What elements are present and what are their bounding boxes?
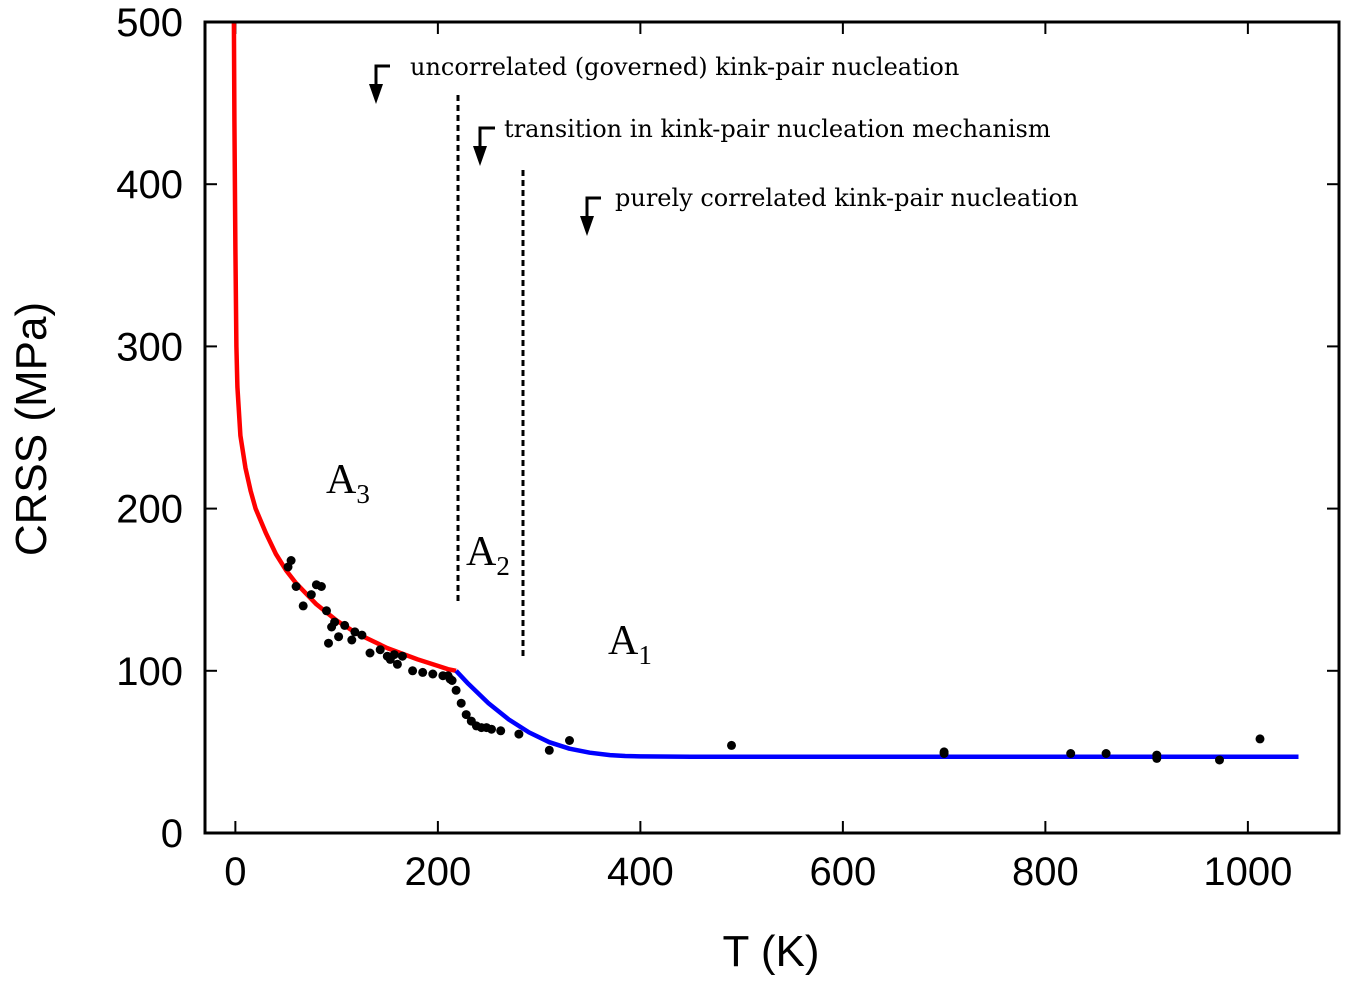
- series-line-0: [231, 21, 457, 674]
- data-point: [365, 648, 375, 658]
- x-tick-label: 0: [224, 850, 246, 894]
- region-label-a3: A3: [326, 457, 370, 509]
- data-point: [456, 698, 466, 708]
- data-point: [375, 645, 385, 655]
- annotation-correlated: purely correlated kink-pair nucleation: [580, 184, 1078, 236]
- data-point: [334, 632, 344, 642]
- data-point: [447, 676, 457, 685]
- data-point: [392, 659, 402, 669]
- data-point: [408, 666, 418, 676]
- data-point: [544, 745, 554, 755]
- data-point: [487, 724, 496, 734]
- data-point: [322, 606, 331, 616]
- data-point: [298, 601, 308, 611]
- data-points: [283, 556, 1265, 765]
- data-point: [565, 736, 574, 745]
- data-point: [389, 650, 399, 660]
- data-point: [347, 635, 357, 645]
- annotation-text-uncorrelated: uncorrelated (governed) kink-pair nuclea…: [410, 53, 959, 81]
- data-point: [496, 726, 506, 736]
- y-tick-label: 300: [116, 325, 183, 369]
- data-point: [1215, 755, 1224, 765]
- arrowhead-icon: [473, 146, 487, 166]
- data-point: [1066, 749, 1076, 758]
- y-tick-label: 400: [116, 163, 183, 207]
- arrowhead-icon: [580, 216, 594, 236]
- data-point: [316, 582, 326, 591]
- x-tick-label: 800: [1012, 850, 1079, 894]
- data-point: [514, 729, 524, 739]
- data-point: [330, 617, 340, 627]
- region-boundaries: [456, 95, 525, 657]
- data-point: [306, 590, 316, 600]
- data-point: [461, 710, 471, 720]
- data-point: [939, 747, 949, 757]
- data-point: [357, 630, 367, 640]
- data-point: [418, 667, 428, 677]
- data-point: [397, 651, 407, 661]
- y-axis-label: CRSS (MPa): [7, 302, 56, 556]
- annotation-text-transition: transition in kink-pair nucleation mecha…: [504, 115, 1051, 143]
- data-point: [286, 556, 296, 565]
- data-point: [1152, 750, 1162, 760]
- x-tick-label: 1000: [1203, 850, 1292, 894]
- data-point: [1101, 749, 1111, 758]
- x-tick-label: 400: [607, 850, 674, 894]
- data-point: [324, 638, 333, 648]
- data-point: [451, 685, 461, 695]
- annotation-transition: transition in kink-pair nucleation mecha…: [473, 115, 1051, 166]
- series-line-1: [454, 669, 1299, 760]
- arrow-icon: [585, 196, 601, 218]
- annotation-uncorrelated: uncorrelated (governed) kink-pair nuclea…: [369, 53, 959, 104]
- arrow-icon: [374, 64, 390, 86]
- x-tick-label: 200: [405, 850, 472, 894]
- y-tick-label: 200: [116, 488, 183, 532]
- y-tick-label: 500: [116, 1, 183, 45]
- data-point: [1255, 734, 1265, 744]
- region-label-a2: A2: [466, 529, 510, 581]
- data-point: [350, 627, 360, 637]
- data-point: [727, 740, 736, 750]
- x-tick-label: 600: [810, 850, 877, 894]
- x-axis-label: T (K): [723, 927, 820, 976]
- data-point: [291, 582, 301, 591]
- arrow-icon: [478, 126, 495, 148]
- plot-frame: [203, 20, 1341, 835]
- region-label-a1: A1: [608, 618, 652, 670]
- y-tick-label: 100: [116, 650, 183, 694]
- model-curves: [231, 21, 1299, 760]
- data-point: [340, 620, 350, 630]
- annotation-text-correlated: purely correlated kink-pair nucleation: [615, 184, 1078, 212]
- arrowhead-icon: [369, 84, 383, 104]
- axis-ticks: 0 200 400 600 800 1000 0 100 200 300 400 500: [116, 1, 1339, 894]
- y-tick-label: 0: [161, 812, 183, 856]
- data-point: [428, 669, 438, 679]
